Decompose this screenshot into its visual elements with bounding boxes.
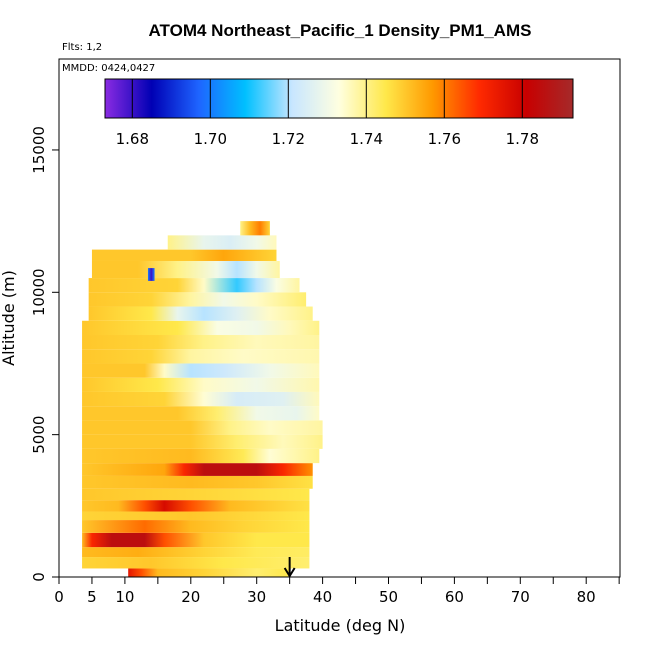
heatmap-band — [82, 420, 323, 435]
heatmap-band — [147, 268, 155, 281]
heatmap-band — [88, 292, 307, 307]
heatmap-band — [167, 235, 277, 250]
x-tick-label: 5 — [87, 588, 97, 606]
heatmap-band — [82, 511, 310, 521]
plot-frame — [58, 58, 621, 578]
heatmap-cells — [82, 221, 323, 577]
heatmap-band — [82, 557, 310, 569]
heatmap-band — [82, 320, 320, 336]
colorbar-gradient — [104, 78, 574, 119]
colorbar-tick-label: 1.78 — [506, 130, 539, 148]
x-tick-label: 50 — [379, 588, 398, 606]
colorbar: 1.68 1.70 1.72 1.74 1.76 1.78 — [104, 78, 574, 148]
axes: 0 5 10 20 30 40 50 60 70 80 0 5000 10000 15000 — [30, 126, 620, 606]
x-tick-label: 0 — [54, 588, 64, 606]
heatmap-band — [82, 335, 320, 350]
colorbar-tick-label: 1.72 — [272, 130, 305, 148]
heatmap-band — [82, 475, 313, 489]
x-tick-label: 60 — [445, 588, 464, 606]
y-axis-label: Altitude (m) — [0, 270, 18, 366]
heatmap-band — [240, 221, 270, 236]
x-tick-label: 10 — [115, 588, 134, 606]
heatmap-band — [88, 306, 313, 321]
colorbar-tick-label: 1.70 — [194, 130, 227, 148]
y-tick-label: 0 — [30, 572, 48, 582]
heatmap-band — [88, 278, 300, 293]
heatmap-band — [82, 520, 310, 533]
heatmap-band — [82, 377, 320, 392]
x-axis-label: Latitude (deg N) — [275, 616, 406, 635]
heatmap-band — [91, 260, 280, 279]
chart-title: ATOM4 Northeast_Pacific_1 Density_PM1_AM… — [149, 21, 532, 40]
heatmap-band — [82, 448, 320, 464]
heatmap-band — [91, 249, 277, 261]
flights-label: Flts: 1,2 — [62, 42, 102, 53]
dates-label: MMDD: 0424,0427 — [62, 63, 155, 74]
colorbar-tick-label: 1.68 — [116, 130, 149, 148]
heatmap-band — [82, 532, 310, 548]
x-tick-label: 80 — [577, 588, 596, 606]
colorbar-tick-label: 1.74 — [350, 130, 383, 148]
heatmap-band — [82, 463, 313, 476]
heatmap-band — [82, 406, 320, 421]
heatmap-band — [82, 500, 310, 512]
heatmap-band — [128, 568, 290, 577]
heatmap-band — [82, 434, 323, 449]
heatmap-band — [82, 391, 320, 407]
y-tick-label: 10000 — [30, 268, 48, 316]
heatmap-band — [82, 488, 310, 501]
x-tick-label: 40 — [313, 588, 332, 606]
heatmap-band — [82, 349, 320, 364]
x-tick-label: 20 — [181, 588, 200, 606]
heatmap-band — [82, 363, 320, 378]
colorbar-tick-label: 1.76 — [428, 130, 461, 148]
arrow-marker-icon — [283, 557, 296, 578]
y-tick-label: 15000 — [30, 126, 48, 174]
x-tick-label: 30 — [247, 588, 266, 606]
x-tick-label: 70 — [511, 588, 530, 606]
heatmap-band — [82, 547, 310, 558]
y-tick-label: 5000 — [30, 416, 48, 454]
